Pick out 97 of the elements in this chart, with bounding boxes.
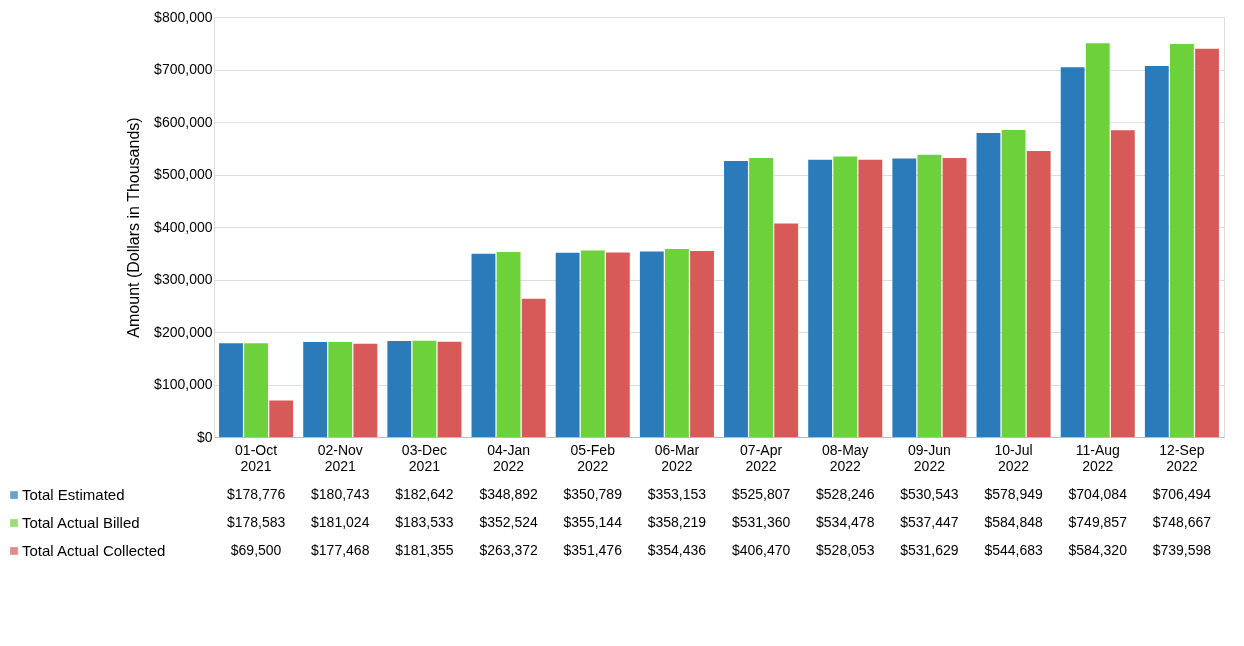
data-label: $537,447	[900, 514, 959, 530]
bar	[496, 251, 521, 437]
data-label: $181,024	[311, 514, 370, 530]
data-label: $352,524	[479, 514, 538, 530]
x-tick-label: 10-Jul 2022	[994, 441, 1033, 474]
data-label: $351,476	[563, 542, 623, 558]
y-tick-label: $700,000	[154, 61, 213, 77]
data-label: $358,219	[647, 514, 707, 530]
x-tick-label: 09-Jun 2022	[908, 441, 951, 474]
data-label: $704,084	[1068, 486, 1128, 502]
bar	[639, 251, 664, 437]
bar	[917, 154, 942, 437]
bar	[808, 159, 833, 437]
bar	[1144, 66, 1169, 437]
data-label: $544,683	[984, 542, 1043, 558]
bar	[1060, 67, 1085, 437]
legend-label: Total Actual Collected	[22, 542, 166, 559]
data-label: $749,857	[1068, 514, 1128, 530]
data-label: $69,500	[230, 542, 282, 558]
x-tick-label: 02-Nov 2021	[317, 441, 363, 474]
data-label: $530,543	[900, 486, 959, 502]
data-label: $353,153	[647, 486, 707, 502]
bar	[605, 252, 630, 437]
bar	[1085, 43, 1110, 437]
data-label: $525,807	[731, 486, 791, 502]
bar	[471, 253, 496, 437]
data-label: $355,144	[563, 514, 623, 530]
data-label: $584,320	[1068, 542, 1128, 558]
data-label: $748,667	[1152, 514, 1212, 530]
data-label: $354,436	[647, 542, 707, 558]
data-label: $739,598	[1152, 542, 1212, 558]
bar	[858, 159, 883, 437]
bar	[892, 158, 917, 437]
legend-label: Total Actual Billed	[22, 514, 140, 531]
y-tick-label: $100,000	[154, 376, 213, 392]
bar	[521, 298, 546, 437]
data-label: $180,743	[311, 486, 370, 502]
data-label: $406,470	[731, 542, 791, 558]
bar	[749, 158, 774, 437]
data-label: $182,642	[395, 486, 454, 502]
data-label: $350,789	[563, 486, 623, 502]
bar	[353, 343, 378, 437]
bar	[244, 343, 269, 437]
x-tick-label: 01-Oct 2021	[235, 441, 278, 474]
bar	[269, 400, 294, 437]
x-tick-label: 03-Dec 2021	[401, 441, 447, 474]
y-tick-label: $300,000	[154, 271, 213, 287]
data-label: $183,533	[395, 514, 454, 530]
data-label: $348,892	[479, 486, 538, 502]
bar	[580, 250, 605, 437]
y-tick-label: $500,000	[154, 166, 213, 182]
bar	[1195, 48, 1219, 437]
bar	[690, 250, 714, 437]
data-label: $531,629	[900, 542, 959, 558]
bar	[328, 341, 353, 437]
bar	[555, 252, 580, 437]
data-label: $528,246	[816, 486, 875, 502]
bar	[724, 160, 748, 437]
bar	[774, 223, 799, 437]
bar	[1110, 130, 1135, 437]
bar	[942, 157, 967, 437]
bar	[1169, 43, 1194, 437]
x-tick-label: 12-Sep 2022	[1159, 441, 1205, 474]
data-label: $706,494	[1152, 486, 1212, 502]
data-label: $263,372	[479, 542, 538, 558]
x-tick-label: 04-Jan 2022	[487, 441, 530, 474]
bar	[219, 343, 243, 437]
y-tick-label: $800,000	[154, 8, 213, 25]
x-tick-label: 11-Aug 2022	[1075, 441, 1120, 474]
bar	[976, 133, 1001, 437]
x-tick-label: 08-May 2022	[821, 441, 869, 474]
bar	[1001, 129, 1026, 437]
data-label: $584,848	[984, 514, 1043, 530]
y-axis-title: Amount (Dollars in Thousands)	[125, 117, 143, 338]
y-tick-label: $0	[196, 428, 213, 445]
data-label: $177,468	[311, 542, 370, 558]
y-tick-label: $600,000	[154, 113, 213, 130]
bar	[437, 341, 462, 437]
data-label: $178,776	[226, 486, 286, 502]
data-label: $578,949	[984, 486, 1043, 502]
data-label: $178,583	[226, 514, 286, 530]
legend-label: Total Estimated	[22, 486, 125, 503]
bar	[387, 341, 412, 437]
x-tick-label: 06-Mar 2022	[654, 441, 700, 474]
x-tick-label: 05-Feb 2022	[570, 441, 616, 474]
x-tick-label: 07-Apr 2022	[740, 441, 783, 474]
y-tick-label: $400,000	[154, 218, 213, 235]
data-label: $181,355	[395, 542, 454, 558]
bar	[664, 248, 689, 437]
bar	[1026, 151, 1051, 437]
bar	[833, 156, 858, 437]
y-tick-label: $200,000	[154, 323, 213, 340]
data-label: $528,053	[816, 542, 875, 558]
data-label: $531,360	[731, 514, 791, 530]
bar	[412, 340, 437, 437]
data-label: $534,478	[816, 514, 875, 530]
bar	[303, 342, 328, 437]
